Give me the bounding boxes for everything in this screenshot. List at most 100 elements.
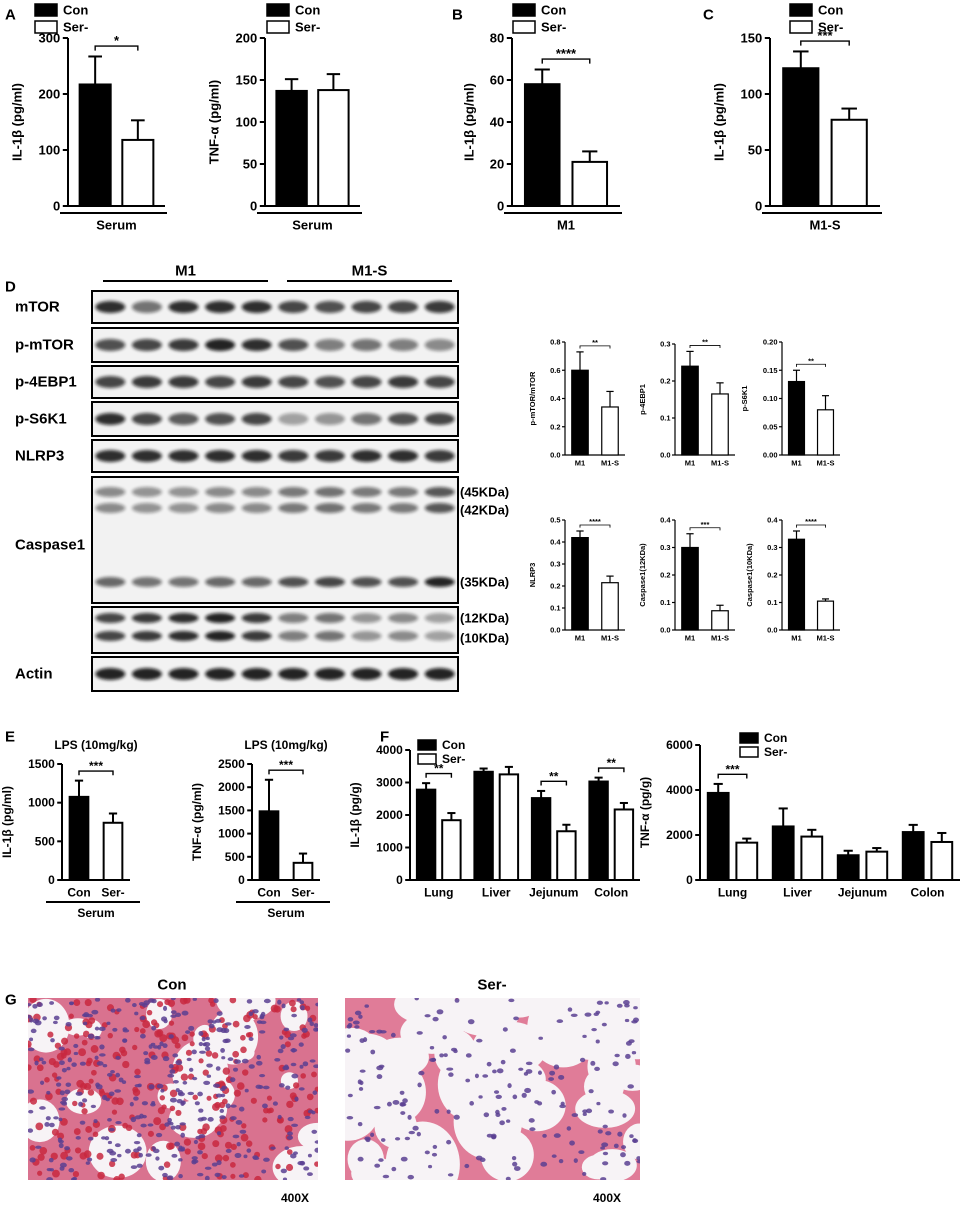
legend-label: Con (541, 3, 566, 18)
nucleus (29, 1037, 34, 1042)
red-cell (230, 1161, 236, 1168)
nucleus (106, 1148, 114, 1154)
band-size-label: (42KDa) (460, 503, 509, 518)
nucleus (311, 1129, 318, 1134)
chart: 0 100 200 300 IL-1β (pg/ml) Serum Con Ser- * (10, 3, 167, 233)
blot-band (241, 631, 272, 641)
western-blot (91, 290, 459, 692)
red-cell (314, 1161, 318, 1167)
significance-label: ** (808, 356, 814, 365)
nucleus (294, 1096, 299, 1102)
red-cell (286, 1100, 294, 1109)
nucleus (446, 1109, 451, 1114)
nucleus (191, 1049, 197, 1055)
nucleus (293, 1151, 298, 1155)
red-cell (132, 1088, 141, 1097)
red-cell (181, 1034, 189, 1042)
nucleus (566, 1126, 572, 1131)
red-cell (171, 1036, 180, 1045)
y-tick-label: 0 (53, 199, 60, 214)
nucleus (558, 1074, 565, 1080)
red-cell (306, 1093, 314, 1101)
nucleus (602, 1151, 609, 1156)
nucleus (156, 1083, 164, 1089)
significance-bracket (425, 772, 453, 778)
red-cell (159, 1123, 166, 1131)
nucleus (172, 1053, 179, 1058)
significance-bracket (94, 45, 139, 51)
y-tick-label: 500 (225, 850, 245, 864)
significance-label: *** (701, 520, 710, 529)
nucleus (453, 1114, 460, 1120)
blot-band (131, 376, 162, 388)
red-cell (284, 1041, 291, 1048)
red-cell (73, 1128, 81, 1135)
nucleus (248, 1011, 254, 1017)
nucleus (125, 998, 131, 1003)
red-cell (202, 1123, 210, 1131)
nucleus (58, 1142, 64, 1149)
nucleus (436, 1009, 444, 1015)
nucleus (118, 1077, 124, 1083)
nucleus (110, 1158, 118, 1162)
red-cell (180, 1073, 189, 1081)
nucleus (75, 1136, 81, 1140)
y-tick-label: 0.0 (660, 626, 670, 635)
nucleus (298, 1087, 305, 1091)
bar (441, 819, 462, 882)
legend-swatch (739, 746, 759, 758)
nucleus (64, 1089, 71, 1095)
blot-band (424, 339, 455, 351)
bar (830, 118, 868, 207)
red-cell (263, 1107, 269, 1114)
nucleus (129, 1101, 134, 1107)
y-tick-label: 0.15 (763, 366, 778, 375)
blot-band (168, 339, 199, 351)
red-cell (201, 1152, 208, 1160)
chart: 0.0 0.2 0.4 0.6 0.8 p-mTOR/mTOR M1 M1-S ** (528, 338, 625, 467)
nucleus (429, 1046, 435, 1050)
bar (473, 770, 494, 882)
nucleus (623, 1000, 630, 1005)
blot-band (424, 413, 455, 425)
bar (681, 546, 699, 631)
y-tick-label: 100 (235, 115, 257, 130)
panel-label: B (452, 7, 463, 24)
red-cell (293, 1082, 300, 1089)
y-tick-label: 1000 (28, 796, 55, 810)
red-cell (211, 1052, 219, 1059)
significance-label: **** (805, 517, 817, 526)
nucleus (315, 1027, 318, 1032)
nucleus (347, 1017, 354, 1022)
nucleus (243, 1154, 248, 1159)
chart: 0.0 0.1 0.2 0.3 p-4EBP1 M1 M1-S ** (638, 337, 735, 467)
chart: 0 500 1000 1500 2000 2500 TNF-α (pg/ml) Con Ser-… (190, 738, 330, 920)
nucleus (277, 999, 282, 1005)
red-cell (167, 999, 176, 1007)
blot-band (95, 413, 126, 425)
panel-label: G (5, 992, 17, 1009)
nucleus (447, 1173, 454, 1177)
nucleus (386, 1101, 392, 1107)
red-cell (189, 1041, 195, 1047)
nucleus (199, 1050, 206, 1054)
nucleus (204, 1046, 211, 1052)
red-cell (247, 1031, 254, 1038)
nucleus (193, 1139, 199, 1145)
blot-band (278, 339, 309, 351)
nucleus (400, 1111, 406, 1116)
nucleus (486, 1061, 492, 1067)
nucleus (175, 1059, 183, 1066)
blot-band (314, 613, 345, 623)
y-tick-label: 0.0 (660, 451, 670, 460)
nucleus (82, 1021, 88, 1026)
x-tick-label: M1-S (817, 633, 835, 642)
nucleus (59, 1100, 67, 1105)
red-cell (74, 1147, 82, 1154)
nucleus (596, 1000, 604, 1005)
chart: 0 50 100 150 IL-1β (pg/ml) M1-S Con Ser-*** (712, 3, 882, 233)
chart: 0.0 0.1 0.2 0.3 0.4 Caspase1(12KDa) M1 M1-S *** (638, 516, 735, 642)
blot-row-label: NLRP3 (15, 448, 64, 465)
nucleus (479, 1157, 486, 1162)
